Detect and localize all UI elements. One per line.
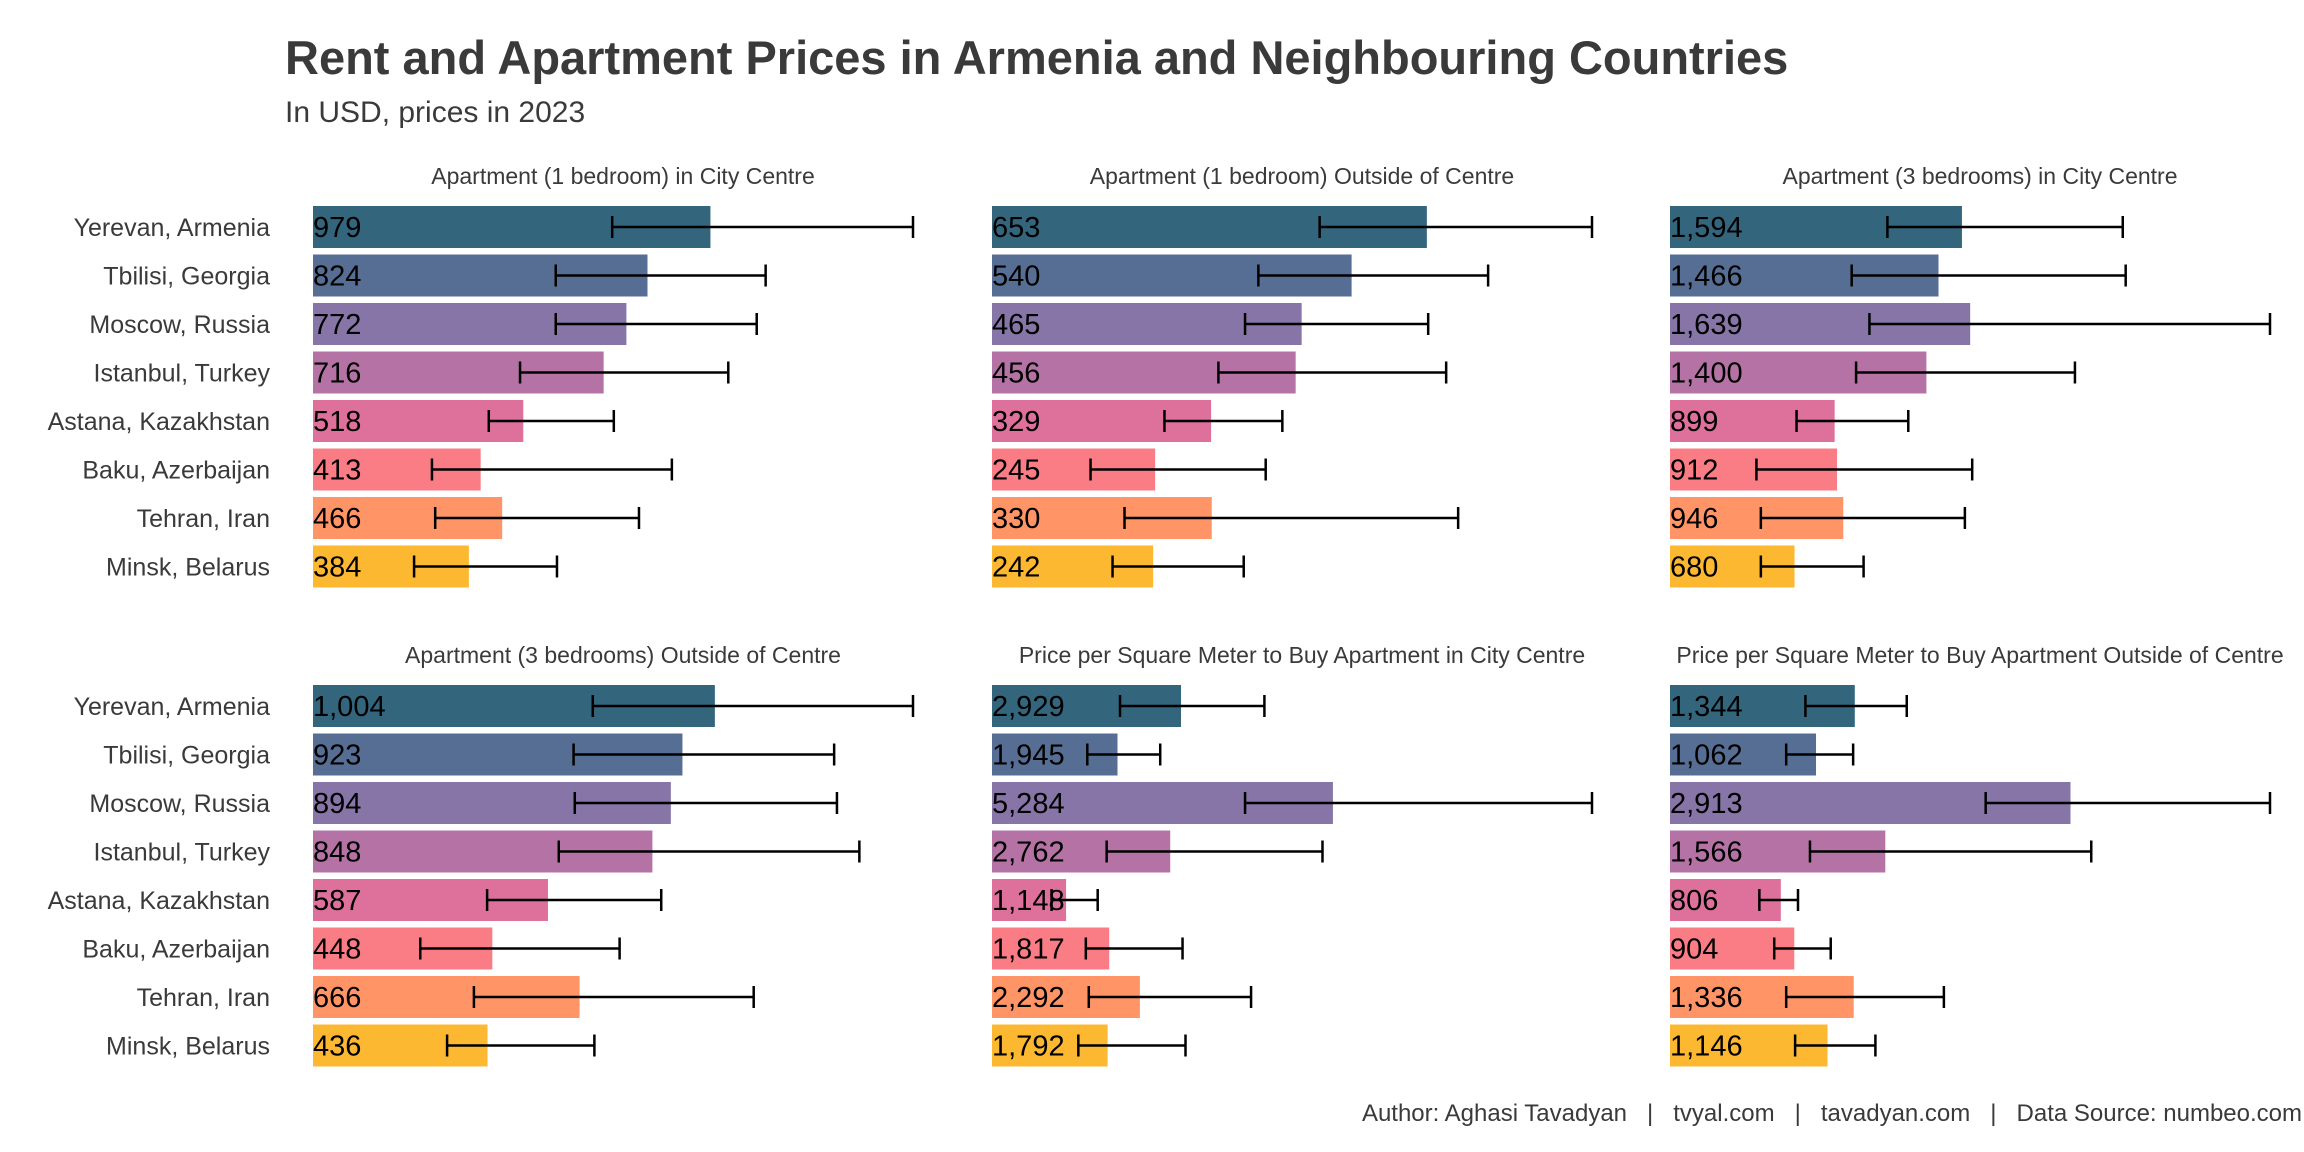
y-tick-label: Tehran, Iran bbox=[137, 984, 270, 1012]
data-label: 716 bbox=[313, 358, 361, 390]
y-tick-label: Moscow, Russia bbox=[89, 311, 270, 339]
y-tick-label: Istanbul, Turkey bbox=[94, 360, 271, 388]
data-label: 1,344 bbox=[1670, 691, 1743, 723]
chart-caption: Author: Aghasi Tavadyan | tvyal.com | ta… bbox=[1361, 1100, 2302, 1127]
data-label: 456 bbox=[992, 358, 1040, 390]
chart-title: Rent and Apartment Prices in Armenia and… bbox=[285, 31, 1789, 84]
data-label: 772 bbox=[313, 309, 361, 341]
data-label: 1,148 bbox=[992, 885, 1065, 917]
data-label: 5,284 bbox=[992, 788, 1065, 820]
data-label: 1,594 bbox=[1670, 212, 1743, 244]
facet-panel: Apartment (3 bedrooms) in City Centre 1,5… bbox=[1670, 163, 2272, 588]
data-label: 587 bbox=[313, 885, 361, 917]
data-label: 1,146 bbox=[1670, 1031, 1743, 1063]
panel-title: Apartment (1 bedroom) in City Centre bbox=[431, 163, 815, 189]
data-label: 1,062 bbox=[1670, 740, 1743, 772]
panel-title: Apartment (3 bedrooms) Outside of Centre bbox=[405, 642, 841, 668]
data-label: 923 bbox=[313, 740, 361, 772]
data-label: 899 bbox=[1670, 406, 1718, 438]
y-tick-label: Astana, Kazakhstan bbox=[48, 887, 270, 915]
data-label: 1,400 bbox=[1670, 358, 1743, 390]
panel-title: Apartment (1 bedroom) Outside of Centre bbox=[1090, 163, 1514, 189]
data-label: 666 bbox=[313, 982, 361, 1014]
y-tick-label: Yerevan, Armenia bbox=[74, 214, 271, 242]
facet-panel: Apartment (1 bedroom) in City Centre 979 8… bbox=[313, 163, 915, 588]
facet-panel: Price per Square Meter to Buy Apartment … bbox=[992, 642, 1594, 1067]
data-label: 1,004 bbox=[313, 691, 386, 723]
y-tick-label: Minsk, Belarus bbox=[106, 554, 270, 582]
data-label: 413 bbox=[313, 455, 361, 487]
y-tick-label: Tehran, Iran bbox=[137, 505, 270, 533]
data-label: 1,566 bbox=[1670, 837, 1743, 869]
data-label: 1,466 bbox=[1670, 261, 1743, 293]
data-label: 848 bbox=[313, 837, 361, 869]
data-label: 1,792 bbox=[992, 1031, 1065, 1063]
data-label: 912 bbox=[1670, 455, 1718, 487]
data-label: 465 bbox=[992, 309, 1040, 341]
data-label: 824 bbox=[313, 261, 361, 293]
y-tick-label: Minsk, Belarus bbox=[106, 1033, 270, 1061]
data-label: 466 bbox=[313, 503, 361, 535]
data-label: 518 bbox=[313, 406, 361, 438]
data-label: 2,762 bbox=[992, 837, 1065, 869]
y-tick-label: Baku, Azerbaijan bbox=[82, 936, 270, 964]
data-label: 653 bbox=[992, 212, 1040, 244]
data-label: 2,929 bbox=[992, 691, 1065, 723]
panel-title: Apartment (3 bedrooms) in City Centre bbox=[1783, 163, 2178, 189]
data-label: 946 bbox=[1670, 503, 1718, 535]
facet-panel: Price per Square Meter to Buy Apartment … bbox=[1670, 642, 2284, 1067]
data-label: 436 bbox=[313, 1031, 361, 1063]
data-label: 540 bbox=[992, 261, 1040, 293]
data-label: 894 bbox=[313, 788, 361, 820]
data-label: 2,292 bbox=[992, 982, 1065, 1014]
data-label: 245 bbox=[992, 455, 1040, 487]
facet-panel: Apartment (1 bedroom) Outside of Centre 6… bbox=[992, 163, 1594, 588]
y-tick-label: Baku, Azerbaijan bbox=[82, 457, 270, 485]
y-tick-label: Yerevan, Armenia bbox=[74, 693, 271, 721]
data-label: 2,913 bbox=[1670, 788, 1743, 820]
chart-subtitle: In USD, prices in 2023 bbox=[285, 96, 586, 129]
data-label: 1,817 bbox=[992, 934, 1065, 966]
data-label: 1,336 bbox=[1670, 982, 1743, 1014]
data-label: 904 bbox=[1670, 934, 1718, 966]
y-tick-label: Istanbul, Turkey bbox=[94, 839, 271, 867]
data-label: 806 bbox=[1670, 885, 1718, 917]
y-tick-label: Moscow, Russia bbox=[89, 790, 270, 818]
y-tick-label: Astana, Kazakhstan bbox=[48, 408, 270, 436]
y-tick-label: Tbilisi, Georgia bbox=[103, 742, 270, 770]
panel-title: Price per Square Meter to Buy Apartment … bbox=[1019, 642, 1585, 668]
y-tick-label: Tbilisi, Georgia bbox=[103, 263, 270, 291]
data-label: 979 bbox=[313, 212, 361, 244]
data-label: 448 bbox=[313, 934, 361, 966]
data-label: 680 bbox=[1670, 552, 1718, 584]
data-label: 329 bbox=[992, 406, 1040, 438]
data-label: 330 bbox=[992, 503, 1040, 535]
data-label: 1,945 bbox=[992, 740, 1065, 772]
data-label: 1,639 bbox=[1670, 309, 1743, 341]
data-label: 384 bbox=[313, 552, 361, 584]
data-label: 242 bbox=[992, 552, 1040, 584]
panel-title: Price per Square Meter to Buy Apartment … bbox=[1676, 642, 2283, 668]
facet-panel: Apartment (3 bedrooms) Outside of Centre… bbox=[313, 642, 915, 1067]
